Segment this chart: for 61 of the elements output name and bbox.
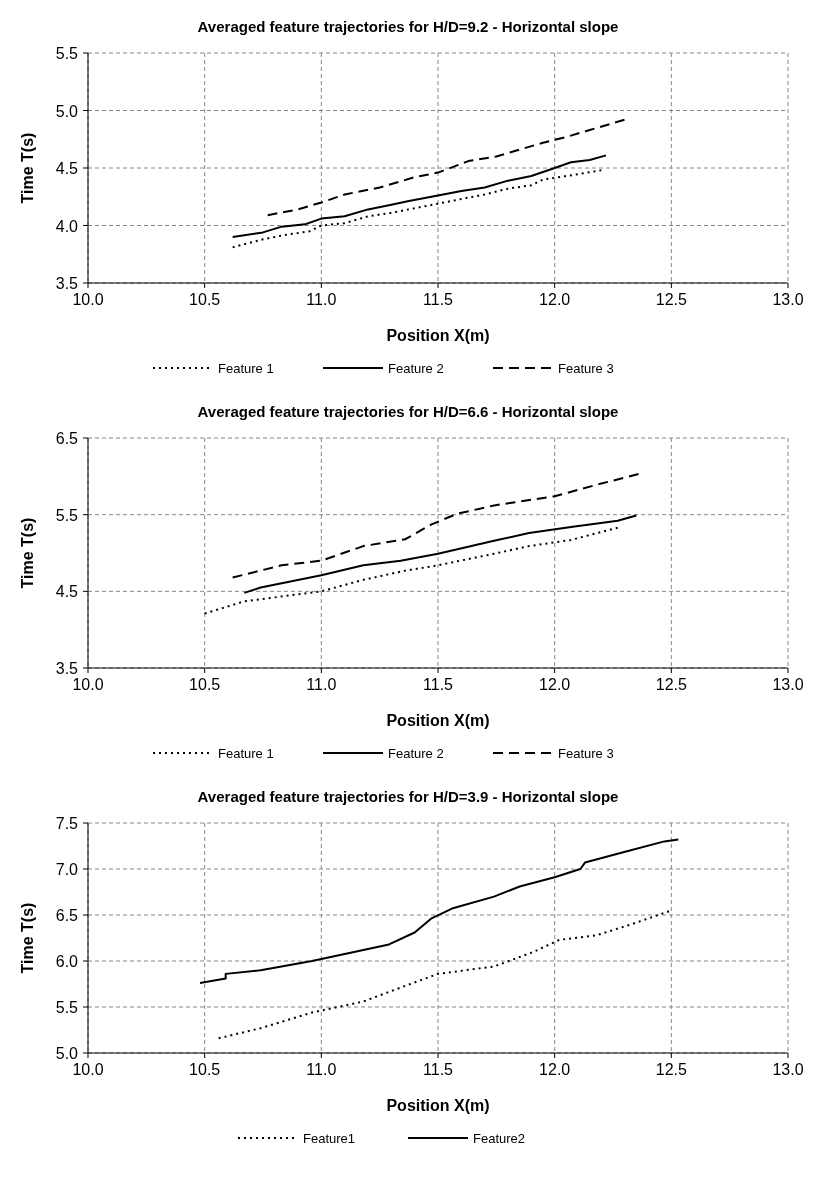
x-axis-title: Position X(m) — [386, 712, 490, 729]
y-axis-title: Time T(s) — [19, 132, 36, 204]
legend-label: Feature 1 — [218, 361, 274, 376]
x-tick-label: 11.0 — [306, 1061, 337, 1078]
chart-title: Averaged feature trajectories for H/D=6.6 - Horizontal slope — [197, 403, 619, 420]
y-tick-label: 4.0 — [55, 217, 79, 235]
x-tick-label: 11.0 — [306, 676, 337, 693]
y-tick-label: 6.5 — [55, 907, 79, 924]
legend-label: Feature1 — [303, 1131, 356, 1146]
x-tick-label: 11.0 — [306, 291, 337, 308]
x-tick-label: 13.0 — [772, 676, 804, 693]
x-tick-label: 10.5 — [189, 1061, 221, 1078]
x-tick-label: 11.5 — [423, 676, 454, 693]
y-tick-label: 7.5 — [55, 815, 79, 832]
y-axis-title: Time T(s) — [19, 902, 36, 974]
chart-title: Averaged feature trajectories for H/D=3.9 - Horizontal slope — [197, 788, 619, 805]
legend-label: Feature 3 — [558, 746, 614, 761]
y-tick-label: 3.5 — [55, 660, 79, 677]
y-tick-label: 6.5 — [55, 430, 79, 447]
y-tick-label: 5.5 — [55, 506, 79, 524]
x-tick-label: 12.0 — [539, 676, 571, 693]
x-tick-label: 10.0 — [72, 1061, 104, 1078]
x-tick-label: 11.5 — [423, 1061, 454, 1078]
y-tick-label: 5.5 — [55, 45, 79, 62]
x-axis-title: Position X(m) — [386, 327, 490, 344]
x-tick-label: 13.0 — [772, 1061, 804, 1078]
x-tick-label: 12.0 — [539, 1061, 571, 1078]
x-tick-label: 10.5 — [189, 291, 221, 308]
line-series — [243, 514, 638, 594]
line-series — [217, 910, 670, 1040]
x-tick-label: 12.5 — [655, 1061, 688, 1078]
legend-label: Feature 2 — [388, 746, 444, 761]
y-tick-label: 4.5 — [55, 160, 79, 177]
line-series — [231, 473, 640, 579]
y-tick-label: 6.0 — [55, 953, 79, 970]
line-series — [199, 838, 680, 985]
x-tick-label: 13.0 — [772, 291, 804, 308]
y-tick-label: 5.0 — [55, 102, 79, 120]
line-series — [266, 118, 626, 217]
x-tick-label: 11.5 — [423, 291, 454, 308]
line-series — [231, 154, 607, 238]
line-series — [203, 526, 619, 615]
y-tick-label: 3.5 — [55, 275, 79, 292]
x-tick-label: 12.5 — [655, 676, 688, 693]
x-tick-label: 12.5 — [655, 291, 688, 308]
y-tick-label: 4.5 — [55, 583, 79, 601]
legend-label: Feature 3 — [558, 361, 614, 376]
x-tick-label: 10.0 — [72, 291, 104, 308]
y-tick-label: 5.0 — [55, 1045, 79, 1062]
x-axis-title: Position X(m) — [386, 1097, 490, 1114]
x-tick-label: 10.5 — [189, 676, 221, 693]
chart-title: Averaged feature trajectories for H/D=9.2 - Horizontal slope — [197, 18, 619, 35]
line-series — [231, 169, 603, 249]
legend-label: Feature2 — [473, 1131, 526, 1146]
y-axis-title: Time T(s) — [19, 517, 36, 589]
x-tick-label: 10.0 — [72, 676, 104, 693]
y-tick-label: 5.5 — [55, 999, 79, 1016]
legend-label: Feature 2 — [388, 361, 444, 376]
legend-label: Feature 1 — [218, 746, 274, 761]
x-tick-label: 12.0 — [539, 291, 571, 308]
y-tick-label: 7.0 — [55, 861, 79, 878]
